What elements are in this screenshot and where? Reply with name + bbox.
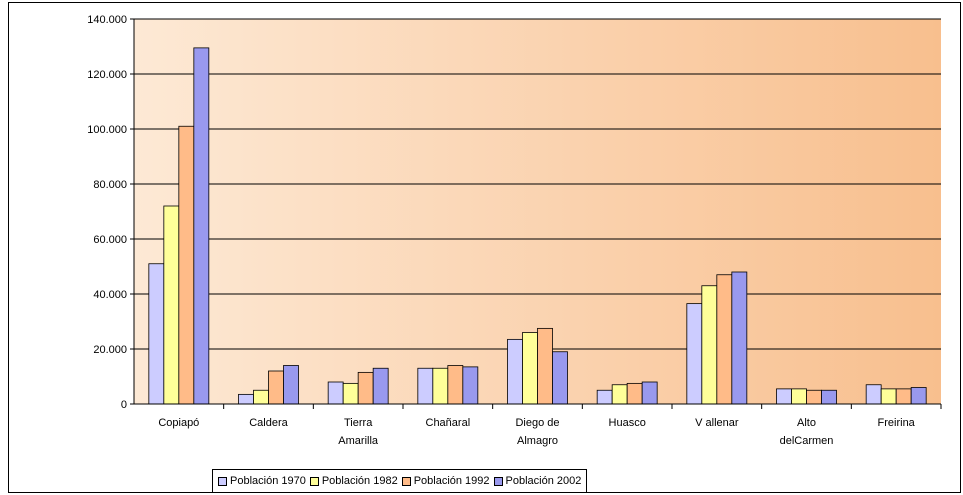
y-tick-label: 60.000 [93,234,127,246]
bar-1-5 [507,338,523,405]
y-tick-label: 0 [121,399,127,411]
x-tick-label: Freirina [878,417,916,429]
legend-item: Población 2002 [493,475,582,487]
y-tick-label: 120.000 [87,69,127,81]
legend-swatch [309,476,319,486]
x-tick-label: Tierra Amarilla [338,417,379,447]
x-tick-label: V allenar [695,417,739,429]
bar-4-9 [910,387,927,405]
bar-1-9 [865,384,882,405]
bar-4-2 [283,365,299,405]
legend-item: Población 1982 [309,475,398,487]
bar-2-7 [701,285,718,405]
legend-swatch [493,476,503,486]
bar-3-2 [268,370,284,405]
bar-4-3 [372,367,389,405]
bar-1-2 [238,393,254,405]
legend-item: Población 1992 [401,475,490,487]
bar-3-5 [537,327,553,405]
bar-3-1 [178,125,195,405]
bar-3-6 [626,382,643,405]
y-tick-label: 40.000 [93,289,127,301]
y-tick-label: 20.000 [93,344,127,356]
bar-4-1 [193,47,210,405]
bar-1-3 [327,381,344,405]
legend-swatch [218,476,227,486]
bar-3-8 [806,389,822,405]
bar-3-4 [447,365,464,405]
bar-3-7 [716,274,733,405]
x-tick-label: Chañaral [426,417,471,429]
legend-label: Población 1982 [321,475,398,487]
bar-4-4 [462,366,479,405]
bar-2-5 [522,332,538,405]
bar-2-2 [253,389,269,405]
chart-frame: 0 20.000 40.000 60.000 80.000 100.000 120.000 1… [8,2,961,493]
bar-4-5 [552,351,568,405]
bar-4-6 [641,381,658,405]
bar-2-1 [163,205,180,405]
bar-1-8 [776,388,792,405]
y-tick-label: 80.000 [93,179,127,191]
legend-label: Población 2002 [505,475,582,487]
legend-swatch [401,476,411,486]
x-tick-label: Caldera [249,417,288,429]
bar-1-6 [596,389,613,405]
bar-4-7 [731,271,748,405]
x-tick-label: Huasco [609,417,646,429]
bar-2-9 [880,388,897,405]
bar-2-8 [791,388,807,405]
bar-3-9 [895,388,912,405]
bar-2-6 [611,384,628,405]
bar-4-8 [821,389,837,405]
bar-1-4 [417,367,434,405]
x-tick-label: Copiapó [158,417,199,429]
bar-1-7 [686,303,703,405]
y-tick-label: 140.000 [87,14,127,26]
legend-item: Población 1970 [218,475,306,487]
x-tick-label: Alto delCarmen [780,417,834,447]
bar-3-3 [357,371,374,405]
x-tick-label: Diego de Almagro [515,417,559,447]
legend-label: Población 1970 [230,475,306,487]
y-tick-label: 100.000 [87,124,127,136]
bar-chart: 0 20.000 40.000 60.000 80.000 100.000 120.000 1… [87,14,942,447]
chart-legend: Población 1970 Población 1982 Población 19… [212,469,588,493]
bar-2-3 [342,382,359,405]
bar-1-1 [148,263,165,405]
bar-2-4 [432,367,449,405]
legend-label: Población 1992 [413,475,490,487]
